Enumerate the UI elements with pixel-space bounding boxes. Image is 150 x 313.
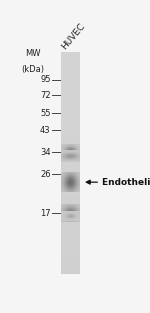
Text: HUVEC: HUVEC — [60, 21, 87, 51]
Text: MW: MW — [25, 49, 40, 58]
Text: 95: 95 — [40, 75, 51, 84]
Text: 72: 72 — [40, 91, 51, 100]
Text: 34: 34 — [40, 147, 51, 156]
Text: (kDa): (kDa) — [21, 65, 44, 74]
Text: 55: 55 — [40, 109, 51, 118]
Text: 43: 43 — [40, 126, 51, 135]
Text: Endothelin 1: Endothelin 1 — [102, 178, 150, 187]
Text: 26: 26 — [40, 170, 51, 179]
Text: 17: 17 — [40, 209, 51, 218]
